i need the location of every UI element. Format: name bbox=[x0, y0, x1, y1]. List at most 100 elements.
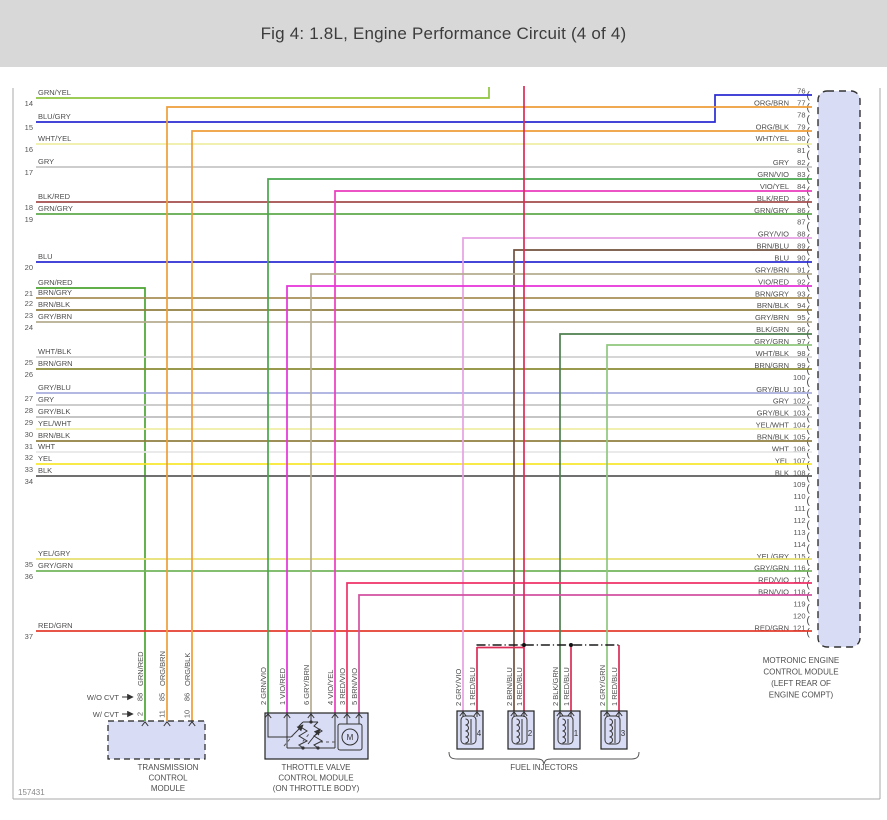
figure-title: Fig 4: 1.8L, Engine Performance Circuit … bbox=[0, 0, 887, 67]
ecm-pin-wire-label: BLK bbox=[775, 468, 789, 477]
tcm-pin-number: 86 bbox=[183, 693, 192, 701]
throttle-pin-label: 2 GRN/VIO bbox=[259, 667, 268, 705]
injector-body-outline bbox=[460, 715, 477, 745]
ecm-pin-number: 92 bbox=[797, 277, 805, 286]
left-pin-number: 36 bbox=[25, 572, 33, 581]
left-pin-wire-label: YEL bbox=[38, 454, 52, 463]
injector-pin-label: 2 BRN/BLU bbox=[505, 667, 514, 706]
injector-pin-label: 1 RED/BLU bbox=[468, 667, 477, 706]
injector-number: 1 bbox=[574, 729, 579, 738]
ecm-caption: CONTROL MODULE bbox=[763, 668, 838, 677]
ecm-pin-wire-label: YEL/WHT bbox=[756, 421, 790, 430]
injector-number: 4 bbox=[477, 729, 482, 738]
tcm-wire-label: ORG/BLK bbox=[183, 653, 192, 686]
ecm-pin-terminal-icon: ( bbox=[807, 401, 811, 412]
throttle-pin-label: 6 GRY/BRN bbox=[302, 665, 311, 705]
wire-brn-vio bbox=[358, 594, 812, 713]
throttle-caption: THROTTLE VALVE bbox=[281, 763, 350, 772]
left-pin-number: 34 bbox=[25, 477, 33, 486]
left-pin-wire-label: BRN/BLK bbox=[38, 431, 70, 440]
left-pin-number: 23 bbox=[25, 311, 33, 320]
ecm-pin-terminal-icon: ( bbox=[807, 102, 811, 113]
left-pin-wire-label: GRY bbox=[38, 157, 54, 166]
ecm-pin-number: 104 bbox=[793, 421, 806, 430]
ecm-caption: ENGINE COMPT) bbox=[769, 691, 834, 700]
wire-gry-vio bbox=[462, 237, 812, 711]
ecm-pin-number: 77 bbox=[797, 98, 805, 107]
ecm-pin-terminal-icon: ( bbox=[807, 568, 811, 579]
injector-body-outline bbox=[557, 715, 574, 745]
ecm-pin-terminal-icon: ( bbox=[807, 425, 811, 436]
injector-pin-label: 1 RED/BLU bbox=[515, 667, 524, 706]
ecm-pin-number: 91 bbox=[797, 265, 805, 274]
left-pin-number: 27 bbox=[25, 394, 33, 403]
ecm-pin-number: 113 bbox=[794, 528, 806, 537]
wire-vio-red bbox=[286, 285, 812, 713]
ecm-pin-wire-label: RED/GRN bbox=[754, 623, 789, 632]
junction-dot bbox=[309, 720, 313, 724]
ecm-pin-number: 82 bbox=[797, 158, 805, 167]
ecm-pin-wire-label: WHT/YEL bbox=[756, 134, 789, 143]
ecm-pin-terminal-icon: ( bbox=[807, 580, 811, 591]
left-pin-wire-label: GRN/GRY bbox=[38, 204, 73, 213]
ecm-pin-wire-label: ORG/BRN bbox=[754, 98, 789, 107]
tcm-pin-number: 88 bbox=[136, 693, 145, 701]
injector-coil-icon bbox=[465, 718, 469, 744]
ecm-caption: MOTRONIC ENGINE bbox=[763, 656, 839, 665]
injectors-caption: FUEL INJECTORS bbox=[510, 763, 578, 772]
motor-frame bbox=[337, 723, 363, 751]
tcm-pin-number: 11 bbox=[158, 710, 167, 718]
transmission-control-module: GRN/RED ORG/BRN ORG/BLK W/O CVT 88 85 86 W/ CVT… bbox=[87, 651, 206, 793]
ecm-pin-terminal-icon: ( bbox=[807, 91, 811, 102]
ecm-pin-terminal-icon: ( bbox=[807, 472, 811, 483]
ecm-pin-terminal-icon: ( bbox=[807, 234, 811, 245]
ecm-pin-number: 101 bbox=[793, 385, 806, 394]
ecm-pin-number: 95 bbox=[797, 313, 805, 322]
ecm-pin-terminal-icon: ( bbox=[807, 436, 811, 447]
ecm-pin-wire-label: GRY/BRN bbox=[755, 265, 789, 274]
wiper-arrow-icon bbox=[307, 728, 321, 745]
wire-brn-blu bbox=[513, 249, 812, 711]
ecm-pin-number: 108 bbox=[793, 468, 806, 477]
ecm-pin-terminal-icon: ( bbox=[807, 114, 811, 125]
left-pin-number: 25 bbox=[25, 358, 33, 367]
left-pin-number: 16 bbox=[25, 145, 33, 154]
ecm-pin-wire-label: GRN/VIO bbox=[757, 170, 789, 179]
junction-dot bbox=[301, 746, 305, 750]
ecm-pin-wire-label: GRY bbox=[773, 158, 789, 167]
ecm-pin-number: 103 bbox=[793, 409, 806, 418]
motor-leads bbox=[346, 713, 360, 724]
ecm-pin-terminal-icon: ( bbox=[807, 377, 811, 388]
left-pin-number: 21 bbox=[25, 289, 33, 298]
wire-entry-arrow-icon bbox=[141, 720, 149, 727]
ecm-pin-terminal-icon: ( bbox=[807, 353, 811, 364]
ecm-pin-number: 120 bbox=[793, 611, 806, 620]
cvt-row-label: W/ CVT bbox=[93, 710, 120, 719]
splice-dot bbox=[522, 643, 526, 647]
left-pin-wire-label: BLK/RED bbox=[38, 192, 71, 201]
junction-dot bbox=[316, 746, 320, 750]
left-pin-wire-label: WHT/BLK bbox=[38, 347, 71, 356]
ecm-connector-block bbox=[817, 90, 861, 648]
ecm-pin-terminal-icon: ( bbox=[807, 544, 811, 555]
ecm-pin-number: 80 bbox=[797, 134, 805, 143]
left-pin-number: 37 bbox=[25, 632, 33, 641]
left-pin-number: 18 bbox=[25, 203, 33, 212]
ecm-pin-terminal-icon: ( bbox=[807, 413, 811, 424]
ecm-pin-number: 84 bbox=[797, 182, 805, 191]
ecm-pin-number: 79 bbox=[797, 122, 805, 131]
ecm-pin-wire-label: WHT bbox=[772, 444, 789, 453]
injector-coil-icon bbox=[516, 718, 520, 744]
ecm-pin-number: 99 bbox=[797, 361, 805, 370]
ecm-pin-terminal-icon: ( bbox=[807, 448, 811, 459]
ecm-pin-number: 116 bbox=[794, 564, 806, 573]
left-pin-column: 14 GRN/YEL 15 BLU/GRY 16 WHT/YEL 17 GRY 18 BLK/RE… bbox=[25, 88, 74, 641]
left-pin-wire-label: RED/GRN bbox=[38, 621, 73, 630]
ecm-pin-wire-label: RED/VIO bbox=[758, 576, 789, 585]
ecm-pin-number: 96 bbox=[797, 325, 805, 334]
injector-pin-label: 2 BLK/GRN bbox=[551, 667, 560, 706]
injector-number: 3 bbox=[621, 729, 626, 738]
left-pin-wire-label: BRN/BLK bbox=[38, 300, 70, 309]
throttle-pin-label: 1 VIO/RED bbox=[278, 667, 287, 705]
